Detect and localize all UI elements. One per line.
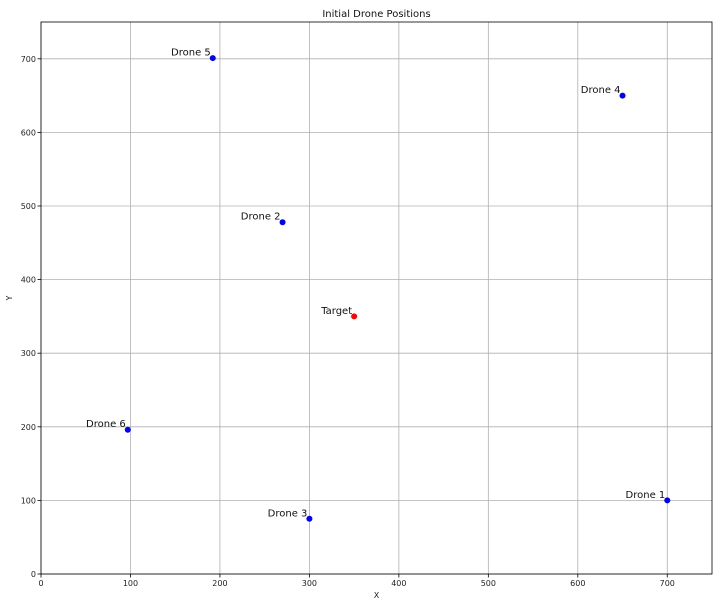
- point-target: [351, 313, 358, 320]
- x-tick-label: 300: [302, 579, 317, 588]
- point-drone-1: [664, 497, 671, 504]
- x-tick-label: 400: [391, 579, 406, 588]
- y-tick-label: 600: [21, 128, 36, 137]
- axis-ticks: 0 100 200 300 400 500 600 700 0 100 200 300 400 500 60…: [21, 55, 675, 588]
- point-label: Drone 4: [581, 85, 621, 96]
- y-tick-label: 100: [21, 496, 36, 505]
- y-tick-label: 300: [21, 349, 36, 358]
- y-tick-label: 500: [21, 202, 36, 211]
- point-drone-6: [124, 426, 131, 433]
- y-tick-label: 700: [21, 55, 36, 64]
- point-drone-5: [209, 55, 216, 62]
- plot-frame: [40, 21, 713, 575]
- point-drone-3: [306, 515, 313, 522]
- y-tick-label: 400: [21, 276, 36, 285]
- point-label: Drone 5: [171, 48, 211, 59]
- point-drone-4: [619, 92, 626, 99]
- point-label: Drone 3: [268, 508, 308, 519]
- point-label: Drone 1: [626, 490, 666, 501]
- x-tick-label: 700: [660, 579, 675, 588]
- point-drone-2: [279, 219, 286, 226]
- y-tick-label: 200: [21, 423, 36, 432]
- x-tick-label: 500: [481, 579, 496, 588]
- x-tick-label: 200: [212, 579, 227, 588]
- point-label: Drone 2: [241, 212, 281, 223]
- data-points: Drone 1 Drone 2 Drone 3 Drone 4 Drone 5 Drone…: [86, 48, 671, 522]
- point-label: Drone 6: [86, 419, 126, 430]
- x-axis-label: X: [374, 591, 380, 600]
- x-tick-label: 600: [570, 579, 585, 588]
- x-tick-label: 0: [38, 579, 43, 588]
- grid: [40, 22, 712, 575]
- x-tick-label: 100: [123, 579, 138, 588]
- y-axis-label: Y: [5, 295, 14, 301]
- point-label: Target: [320, 306, 352, 317]
- chart-title: Initial Drone Positions: [322, 9, 430, 20]
- y-tick-label: 0: [31, 570, 36, 579]
